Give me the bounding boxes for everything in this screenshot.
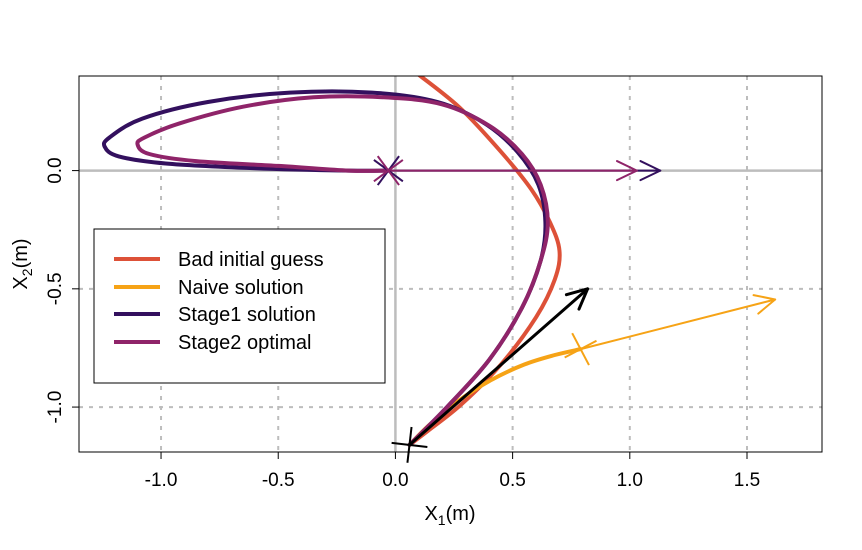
y-axis-title-unit: (m) bbox=[10, 238, 32, 268]
y-tick-label: -1.0 bbox=[45, 391, 66, 424]
direction-arrow bbox=[579, 294, 777, 351]
cross-marker bbox=[564, 332, 597, 366]
cross-marker bbox=[391, 426, 428, 463]
y-axis-title-main: X bbox=[10, 276, 32, 289]
series-line-naive-solution bbox=[407, 347, 583, 447]
x-axis-title-unit: (m) bbox=[446, 503, 476, 525]
legend-label-bad-guess: Bad initial guess bbox=[178, 249, 324, 271]
y-tick-label: 0.0 bbox=[45, 157, 66, 183]
y-axis-title: X2(m) bbox=[10, 238, 35, 289]
cross-marker bbox=[373, 155, 404, 186]
x-axis-title-main: X bbox=[424, 503, 437, 525]
x-tick-label: -1.0 bbox=[145, 470, 178, 491]
direction-arrows bbox=[387, 160, 777, 447]
y-axis: 0.0 -0.5 -1.0 bbox=[45, 157, 79, 423]
direction-arrow bbox=[387, 160, 638, 182]
x-tick-label: 0.0 bbox=[382, 470, 408, 491]
legend-box bbox=[93, 228, 386, 384]
x-axis: -1.0 -0.5 0.0 0.5 1.0 1.5 bbox=[145, 451, 760, 491]
x-axis-title-sub: 1 bbox=[438, 512, 446, 528]
x-axis-title: X1(m) bbox=[424, 503, 475, 528]
series-line-bad-initial-guess bbox=[407, 76, 562, 447]
x-tick-label: 1.5 bbox=[734, 470, 760, 491]
y-tick-label: -0.5 bbox=[45, 272, 66, 305]
x-tick-label: 1.0 bbox=[617, 470, 643, 491]
y-axis-title-sub: 2 bbox=[19, 268, 35, 276]
direction-arrow bbox=[407, 287, 590, 447]
legend-label-stage2: Stage2 optimal bbox=[178, 332, 311, 354]
cross-markers bbox=[373, 155, 597, 463]
x-tick-label: -0.5 bbox=[262, 470, 295, 491]
legend-label-naive: Naive solution bbox=[178, 277, 304, 299]
x-tick-label: 0.5 bbox=[499, 470, 525, 491]
series-line-stage2-optimal bbox=[135, 94, 550, 447]
series-lines bbox=[101, 76, 583, 447]
legend-label-stage1: Stage1 solution bbox=[178, 304, 316, 326]
legend: Bad initial guess Naive solution Stage1 … bbox=[93, 228, 386, 384]
